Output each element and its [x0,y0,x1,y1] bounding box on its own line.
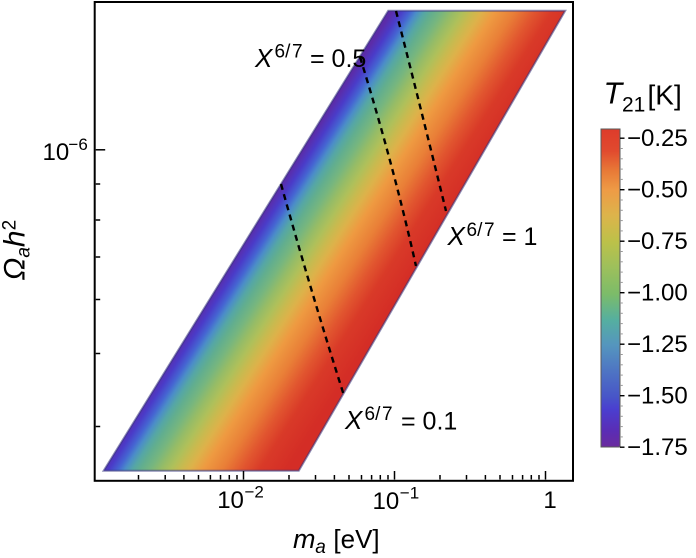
svg-text:10: 10 [373,488,400,515]
svg-text:−1: −1 [400,484,419,503]
svg-text:−2: −2 [245,483,264,502]
svg-text:−0.75: −0.75 [627,228,688,255]
svg-text:m: m [293,524,316,554]
svg-text:X: X [447,221,467,251]
svg-text:−1.00: −1.00 [627,280,688,307]
svg-text:6/7: 6/7 [275,42,303,63]
svg-text:−0.25: −0.25 [627,125,688,152]
svg-text:T: T [604,77,625,111]
svg-text:−0.50: −0.50 [627,177,688,204]
svg-text:X: X [254,43,274,73]
svg-text:1: 1 [543,487,556,514]
svg-text:= 0.1: = 0.1 [401,408,457,436]
svg-text:Ωah2: Ωah2 [0,220,35,281]
svg-text:−1.50: −1.50 [627,383,688,410]
svg-text:10: 10 [217,487,244,514]
svg-text:[eV]: [eV] [333,524,379,554]
svg-text:X: X [344,405,364,435]
svg-text:−6: −6 [68,135,87,154]
svg-text:6/7: 6/7 [365,404,393,425]
svg-text:= 0.5: = 0.5 [310,45,366,73]
svg-text:−1.75: −1.75 [627,434,688,461]
svg-text:= 1: = 1 [502,223,537,251]
svg-text:6/7: 6/7 [467,220,495,241]
svg-text:−1.25: −1.25 [627,331,688,358]
svg-text:21: 21 [622,93,645,116]
svg-text:[K]: [K] [648,80,682,111]
svg-text:10: 10 [43,139,70,166]
svg-text:a: a [315,537,326,558]
